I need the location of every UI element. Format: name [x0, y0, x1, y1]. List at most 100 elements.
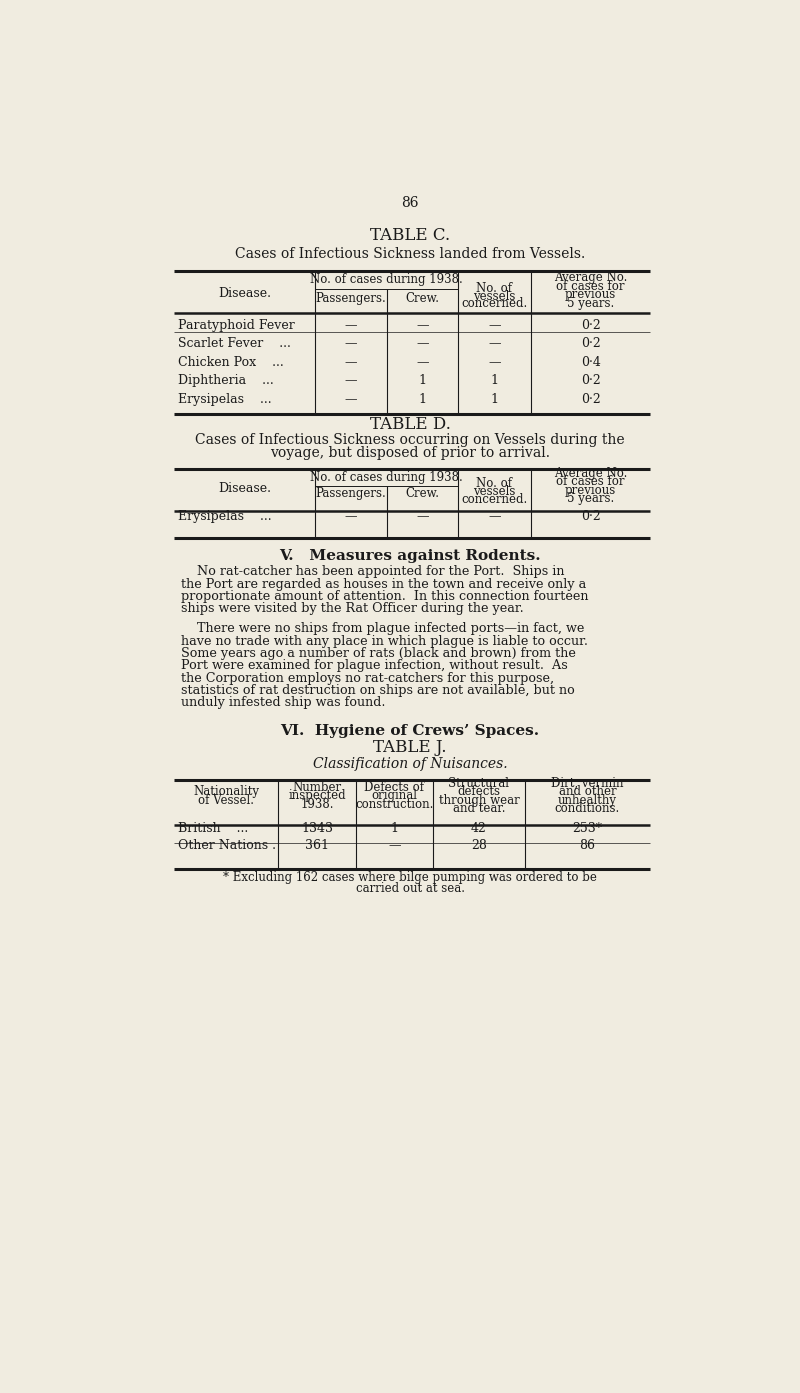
Text: 1: 1 — [490, 393, 498, 405]
Text: vessels: vessels — [474, 485, 516, 499]
Text: No. of cases during 1938.: No. of cases during 1938. — [310, 471, 463, 483]
Text: V.   Measures against Rodents.: V. Measures against Rodents. — [279, 549, 541, 563]
Text: British    ...: British ... — [178, 822, 249, 836]
Text: of Vessel.: of Vessel. — [198, 794, 254, 807]
Text: have no trade with any place in which plague is liable to occur.: have no trade with any place in which pl… — [182, 635, 588, 648]
Text: —: — — [345, 319, 358, 332]
Text: carried out at sea.: carried out at sea. — [355, 883, 465, 896]
Text: —: — — [488, 355, 501, 369]
Text: 1938.: 1938. — [300, 798, 334, 811]
Text: concerned.: concerned. — [462, 297, 528, 311]
Text: Scarlet Fever    ...: Scarlet Fever ... — [178, 337, 291, 351]
Text: 0·2: 0·2 — [581, 319, 601, 332]
Text: previous: previous — [565, 288, 616, 301]
Text: VI.  Hygiene of Crews’ Spaces.: VI. Hygiene of Crews’ Spaces. — [281, 724, 539, 738]
Text: TABLE C.: TABLE C. — [370, 227, 450, 244]
Text: unduly infested ship was found.: unduly infested ship was found. — [182, 696, 386, 709]
Text: 0·2: 0·2 — [581, 337, 601, 351]
Text: 0·2: 0·2 — [581, 393, 601, 405]
Text: proportionate amount of attention.  In this connection fourteen: proportionate amount of attention. In th… — [182, 589, 589, 603]
Text: concerned.: concerned. — [462, 493, 528, 506]
Text: —: — — [345, 337, 358, 351]
Text: inspected: inspected — [288, 790, 346, 802]
Text: conditions.: conditions. — [555, 802, 620, 815]
Text: 28: 28 — [471, 840, 487, 853]
Text: Diphtheria    ...: Diphtheria ... — [178, 375, 274, 387]
Text: 5 years.: 5 years. — [567, 297, 614, 309]
Text: 5 years.: 5 years. — [567, 492, 614, 506]
Text: 1343: 1343 — [301, 822, 333, 836]
Text: —: — — [388, 840, 401, 853]
Text: —: — — [416, 510, 429, 522]
Text: 253*: 253* — [573, 822, 602, 836]
Text: of cases for: of cases for — [556, 280, 625, 293]
Text: —: — — [345, 375, 358, 387]
Text: Defects of: Defects of — [365, 781, 425, 794]
Text: —: — — [488, 337, 501, 351]
Text: 86: 86 — [402, 196, 418, 210]
Text: and tear.: and tear. — [453, 802, 506, 815]
Text: 0·2: 0·2 — [581, 375, 601, 387]
Text: the Corporation employs no rat-catchers for this purpose,: the Corporation employs no rat-catchers … — [182, 671, 554, 684]
Text: TABLE J.: TABLE J. — [374, 740, 446, 756]
Text: 1: 1 — [418, 393, 426, 405]
Text: —: — — [488, 510, 501, 522]
Text: 1: 1 — [390, 822, 398, 836]
Text: of cases for: of cases for — [556, 475, 625, 488]
Text: Erysipelas    ...: Erysipelas ... — [178, 393, 272, 405]
Text: There were no ships from plague infected ports—in fact, we: There were no ships from plague infected… — [182, 623, 585, 635]
Text: 42: 42 — [471, 822, 487, 836]
Text: Disease.: Disease. — [218, 482, 271, 495]
Text: Port were examined for plague infection, without result.  As: Port were examined for plague infection,… — [182, 659, 568, 673]
Text: and other: and other — [558, 786, 616, 798]
Text: Average No.: Average No. — [554, 272, 627, 284]
Text: voyage, but disposed of prior to arrival.: voyage, but disposed of prior to arrival… — [270, 446, 550, 461]
Text: * Excluding 162 cases where bilge pumping was ordered to be: * Excluding 162 cases where bilge pumpin… — [223, 871, 597, 885]
Text: No. of: No. of — [477, 478, 513, 490]
Text: TABLE D.: TABLE D. — [370, 417, 450, 433]
Text: —: — — [488, 319, 501, 332]
Text: Average No.: Average No. — [554, 467, 627, 479]
Text: —: — — [345, 393, 358, 405]
Text: Nationality: Nationality — [193, 786, 259, 798]
Text: through wear: through wear — [438, 794, 519, 807]
Text: Erysipelas    ...: Erysipelas ... — [178, 510, 272, 522]
Text: Crew.: Crew. — [406, 293, 439, 305]
Text: Chicken Pox    ...: Chicken Pox ... — [178, 355, 284, 369]
Text: Crew.: Crew. — [406, 488, 439, 500]
Text: the Port are regarded as houses in the town and receive only a: the Port are regarded as houses in the t… — [182, 578, 586, 591]
Text: Passengers.: Passengers. — [316, 293, 386, 305]
Text: Disease.: Disease. — [218, 287, 271, 299]
Text: —: — — [345, 510, 358, 522]
Text: —: — — [416, 337, 429, 351]
Text: 86: 86 — [579, 840, 595, 853]
Text: No rat-catcher has been appointed for the Port.  Ships in: No rat-catcher has been appointed for th… — [182, 566, 565, 578]
Text: 1: 1 — [418, 375, 426, 387]
Text: Some years ago a number of rats (black and brown) from the: Some years ago a number of rats (black a… — [182, 646, 576, 660]
Text: No. of cases during 1938.: No. of cases during 1938. — [310, 273, 463, 287]
Text: statistics of rat destruction on ships are not available, but no: statistics of rat destruction on ships a… — [182, 684, 575, 696]
Text: No. of: No. of — [477, 281, 513, 295]
Text: ships were visited by the Rat Officer during the year.: ships were visited by the Rat Officer du… — [182, 602, 524, 616]
Text: Paratyphoid Fever: Paratyphoid Fever — [178, 319, 295, 332]
Text: Number: Number — [293, 781, 342, 794]
Text: previous: previous — [565, 483, 616, 497]
Text: Cases of Infectious Sickness occurring on Vessels during the: Cases of Infectious Sickness occurring o… — [195, 433, 625, 447]
Text: Passengers.: Passengers. — [316, 488, 386, 500]
Text: —: — — [345, 355, 358, 369]
Text: construction.: construction. — [355, 798, 434, 811]
Text: 361: 361 — [305, 840, 329, 853]
Text: Structural: Structural — [449, 777, 510, 790]
Text: 1: 1 — [490, 375, 498, 387]
Text: —: — — [416, 319, 429, 332]
Text: original: original — [371, 790, 418, 802]
Text: defects: defects — [458, 786, 501, 798]
Text: 0·4: 0·4 — [581, 355, 601, 369]
Text: 0·2: 0·2 — [581, 510, 601, 522]
Text: —: — — [416, 355, 429, 369]
Text: vessels: vessels — [474, 290, 516, 302]
Text: unhealthy: unhealthy — [558, 794, 617, 807]
Text: Dirt, vermin: Dirt, vermin — [551, 777, 624, 790]
Text: Cases of Infectious Sickness landed from Vessels.: Cases of Infectious Sickness landed from… — [235, 247, 585, 260]
Text: Other Nations .: Other Nations . — [178, 840, 276, 853]
